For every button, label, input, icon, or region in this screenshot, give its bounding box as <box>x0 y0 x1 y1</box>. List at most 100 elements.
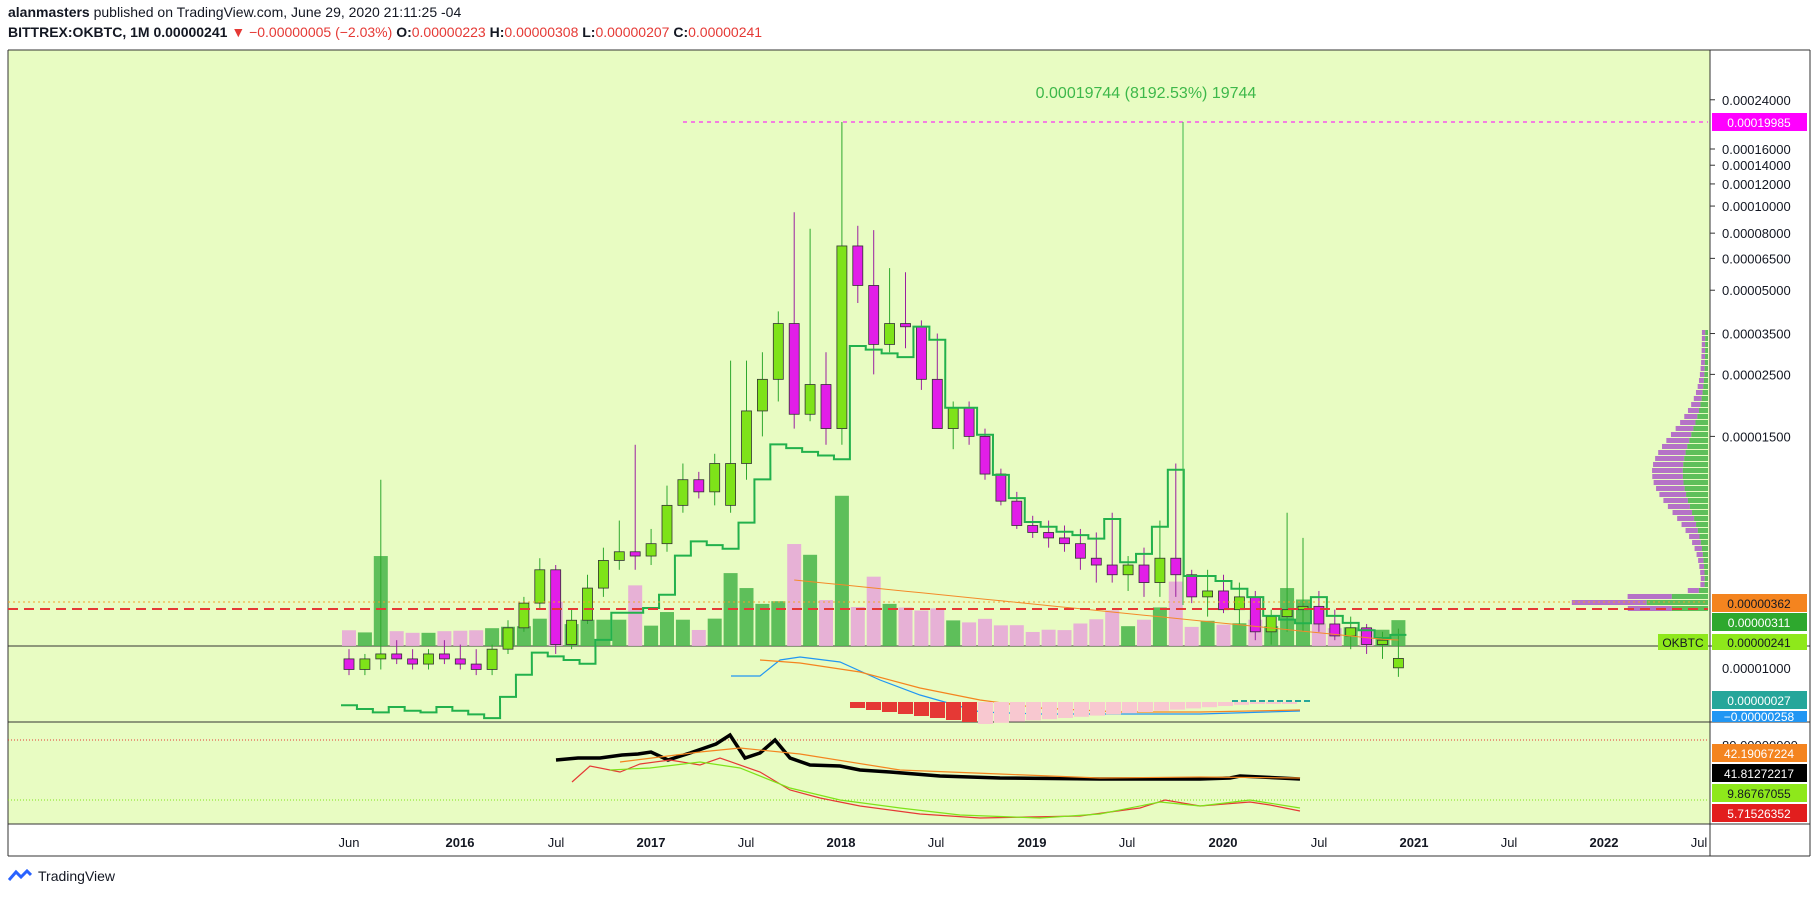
volume-profile-bar <box>1704 366 1708 371</box>
volume-profile-bar <box>1701 336 1706 341</box>
volume-profile-bar <box>1684 456 1708 461</box>
macd-hist-bar <box>1154 702 1169 711</box>
volume-profile-bar <box>1703 558 1708 563</box>
macd-hist-bar <box>994 702 1009 723</box>
candle-body <box>947 407 959 429</box>
volume-profile-bar <box>1684 414 1698 419</box>
volume-bar <box>1152 607 1167 646</box>
y-tick-label: 0.00006500 <box>1722 251 1791 266</box>
volume-profile-bar <box>1700 402 1708 407</box>
macd-hist-bar <box>1282 702 1297 704</box>
volume-profile-bar <box>1699 534 1708 539</box>
candle-body <box>613 551 625 561</box>
open-label: O: <box>396 24 412 40</box>
volume-bar <box>453 630 468 646</box>
volume-bar <box>596 619 611 646</box>
volume-profile-bar <box>1667 504 1690 509</box>
volume-bar <box>1089 619 1104 646</box>
candle-body <box>1011 500 1023 526</box>
x-tick-label: 2022 <box>1590 835 1619 850</box>
osc-tag-c <box>1712 784 1807 802</box>
volume-profile-bar <box>1700 576 1705 581</box>
author-name[interactable]: alanmasters <box>8 4 90 20</box>
volume-profile-bar <box>1671 594 1708 599</box>
candle-body <box>423 653 434 665</box>
volume-profile-bar <box>1697 414 1708 419</box>
open-value: 0.00000223 <box>411 24 486 40</box>
volume-bar <box>771 601 786 646</box>
macd-hist-bar <box>1266 702 1281 704</box>
x-tick-label: 2019 <box>1018 835 1047 850</box>
volume-profile-bar <box>1666 438 1690 443</box>
volume-profile-bar <box>1698 408 1708 413</box>
candle-body <box>868 285 880 345</box>
volume-bar <box>1105 610 1120 646</box>
volume-profile-bar <box>1705 330 1708 335</box>
volume-profile-bar <box>1687 498 1708 503</box>
volume-bar <box>1232 623 1247 646</box>
candle-body <box>502 627 514 650</box>
volume-profile-bar <box>1701 348 1706 353</box>
volume-bars <box>342 495 1406 646</box>
macd-hist-bar <box>1186 702 1201 709</box>
candle-body <box>1170 557 1182 576</box>
volume-bar <box>628 585 643 646</box>
macd-hist-bar <box>914 702 929 716</box>
ath-price-tag <box>1712 113 1807 131</box>
volume-profile-bar <box>1653 480 1684 485</box>
ath-price-text: 0.00019985 <box>1727 116 1791 130</box>
candle-body <box>931 378 943 429</box>
volume-profile-bar <box>1683 462 1708 467</box>
candle-body <box>852 245 864 286</box>
y-tick-label: 0.00003500 <box>1722 327 1791 342</box>
candle-body <box>1218 590 1229 611</box>
volume-profile-bar <box>1652 474 1683 479</box>
volume-bar <box>930 608 945 646</box>
price-tag-311-text: 0.00000311 <box>1728 616 1791 630</box>
volume-profile-bar <box>1682 468 1708 473</box>
volume-profile-bar <box>1659 492 1687 497</box>
volume-profile-bar <box>1703 384 1708 389</box>
macd-hist-bar <box>1090 702 1105 716</box>
macd-hist-bar <box>1170 702 1185 710</box>
volume-bar <box>993 625 1008 646</box>
change-value: −0.00000005 (−2.03%) <box>249 24 393 40</box>
volume-bar <box>866 576 881 646</box>
y-tick-label: 0.00008000 <box>1722 226 1791 241</box>
x-tick-label: 2016 <box>446 835 475 850</box>
volume-profile-bar <box>1675 426 1694 431</box>
x-tick-label: Jul <box>1691 835 1708 850</box>
volume-profile-bar <box>1705 342 1708 347</box>
last-price-tag <box>1712 634 1807 650</box>
volume-profile-bar <box>1704 372 1708 377</box>
volume-bar <box>787 544 802 646</box>
volume-profile-bar <box>1700 582 1705 587</box>
volume-profile-bar <box>1698 558 1704 563</box>
volume-profile-bar <box>1701 330 1706 335</box>
symbol-label[interactable]: BITTREX:OKBTC, 1M <box>8 24 150 40</box>
candle-body <box>1122 564 1134 576</box>
volume-bar <box>1216 624 1231 646</box>
footer-brand[interactable]: TradingView <box>8 868 115 884</box>
candle-body <box>1075 543 1086 559</box>
candle-body <box>1393 657 1404 669</box>
candle-body <box>598 560 609 589</box>
y-tick-label: 0.00016000 <box>1722 142 1791 157</box>
volume-bar <box>532 618 547 646</box>
y-tick-label: 0.00001500 <box>1722 429 1791 444</box>
volume-bar <box>437 631 452 646</box>
macd-hist-bar <box>1138 702 1153 712</box>
volume-profile-bar <box>1704 582 1708 587</box>
volume-profile-bar <box>1681 522 1697 527</box>
candle-body <box>359 658 371 670</box>
volume-bar <box>342 630 356 646</box>
volume-profile-bar <box>1700 540 1708 545</box>
volume-profile-bar <box>1701 546 1708 551</box>
price-tag-311 <box>1712 613 1807 631</box>
high-label: H: <box>489 24 505 40</box>
candle-body <box>725 463 736 506</box>
oscillator-orange-line <box>619 747 1301 779</box>
volume-bar <box>1025 631 1040 646</box>
volume-profile-bar <box>1670 432 1692 437</box>
